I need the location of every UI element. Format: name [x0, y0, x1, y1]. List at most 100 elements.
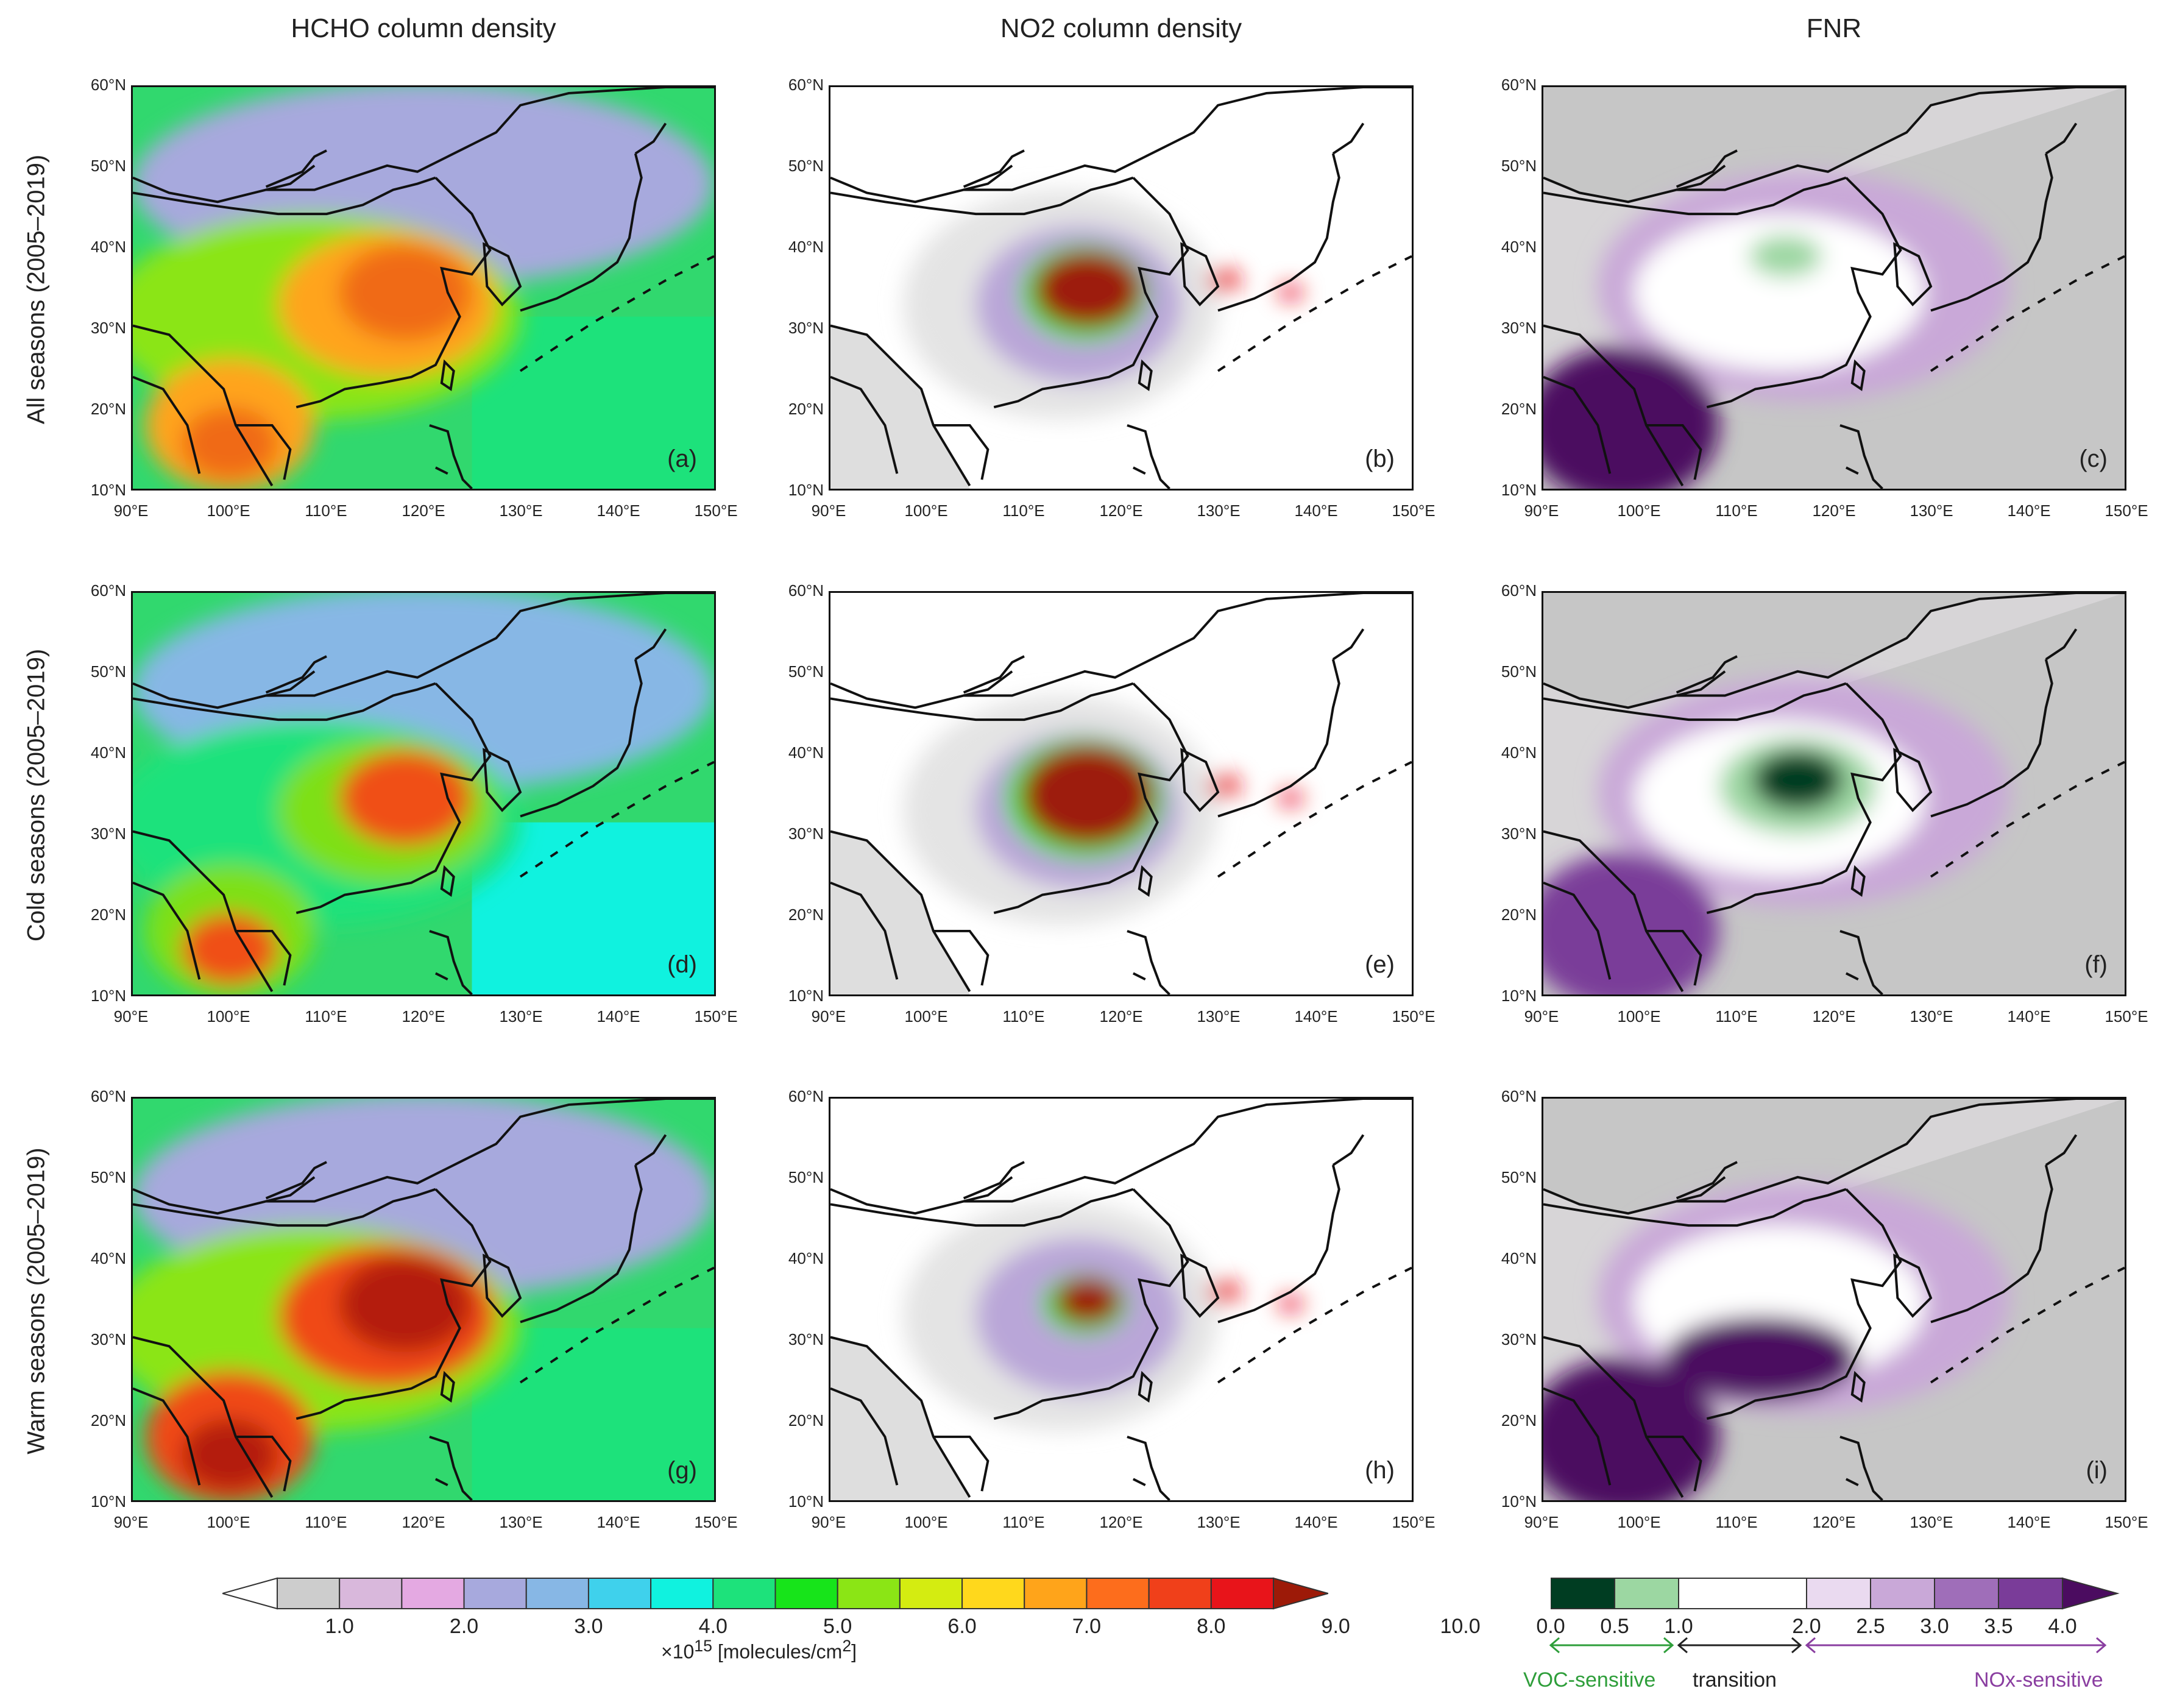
row-title-cold: Cold seasons (2005–2019): [23, 648, 50, 942]
x-tick-label: 110°E: [1715, 501, 1758, 520]
field-blob: [1278, 791, 1303, 806]
coastline: [1217, 122, 1365, 312]
coastline: [1543, 1188, 1847, 1227]
y-tick-label: 30°N: [1501, 1330, 1537, 1348]
coastline: [1138, 865, 1153, 897]
boundary-dashed: [1217, 1266, 1412, 1384]
coastline: [1930, 628, 2078, 818]
coastline: [133, 1099, 714, 1215]
coastline: [1676, 1161, 1738, 1203]
colorbar-segment: [774, 1578, 838, 1609]
x-tick-label: 140°E: [597, 1513, 640, 1531]
y-tick-label: 10°N: [90, 987, 126, 1005]
x-tick-label: 140°E: [1294, 501, 1338, 520]
units-sup: 2: [842, 1637, 852, 1655]
colorbar-segment: [1934, 1578, 1999, 1609]
y-tick-label: 50°N: [90, 1168, 126, 1186]
x-tick-label: 130°E: [1910, 1513, 1953, 1531]
panel-label: (h): [1365, 1457, 1395, 1484]
coastline: [993, 682, 1189, 915]
x-tick-label: 90°E: [113, 1513, 149, 1531]
field-blob: [1543, 347, 1719, 489]
field-blob: [1208, 1281, 1240, 1303]
x-tick-label: 100°E: [904, 1007, 948, 1026]
map-panel: (f): [1542, 591, 2126, 996]
x-tick-label: 110°E: [1002, 1007, 1045, 1026]
y-tick-label: 60°N: [788, 581, 824, 600]
coastline: [1850, 1370, 1866, 1403]
y-tick-label: 10°N: [1501, 1492, 1537, 1511]
colorbar-fnr: [1551, 1577, 2120, 1610]
x-tick-label: 120°E: [402, 501, 445, 520]
regime-arrows: [1549, 1637, 2107, 1654]
colorbar-segment: [525, 1578, 589, 1609]
regime-transition-label: transition: [1693, 1668, 1777, 1692]
y-tick-label: 30°N: [788, 1330, 824, 1348]
coastline: [993, 177, 1189, 409]
x-tick-label: 90°E: [811, 1513, 846, 1531]
coastline: [1706, 1188, 1902, 1420]
x-tick-label: 90°E: [113, 1007, 149, 1026]
map-field: [830, 593, 1412, 994]
field-blob: [1208, 775, 1240, 797]
colorbar-arrow-high: [1273, 1577, 1328, 1610]
y-tick-label: 30°N: [788, 319, 824, 337]
x-tick-label: 110°E: [1715, 1007, 1758, 1026]
colorbar-fnr-tick: 1.0: [1664, 1615, 1693, 1638]
panel-label: (g): [667, 1457, 697, 1484]
coastline: [1850, 359, 1866, 391]
coastline: [1839, 1436, 1883, 1500]
panel-label: (b): [1365, 445, 1395, 472]
y-tick-label: 60°N: [788, 76, 824, 94]
x-tick-label: 110°E: [1002, 501, 1045, 520]
y-tick-label: 60°N: [1501, 1087, 1537, 1105]
boundary-dashed: [519, 1266, 714, 1384]
y-tick-label: 20°N: [1501, 400, 1537, 418]
field-blob: [1278, 285, 1303, 300]
x-tick-label: 90°E: [1524, 501, 1559, 520]
panel-label: (i): [2086, 1457, 2108, 1484]
coastline: [133, 176, 436, 216]
y-tick-label: 40°N: [1501, 1249, 1537, 1267]
x-tick-label: 130°E: [499, 501, 543, 520]
x-tick-label: 90°E: [113, 501, 149, 520]
y-tick-label: 20°N: [788, 1411, 824, 1430]
coastline: [429, 1436, 473, 1500]
y-tick-label: 60°N: [90, 1087, 126, 1105]
x-tick-label: 110°E: [305, 1513, 347, 1531]
x-tick-label: 150°E: [2105, 501, 2148, 520]
coastline: [1676, 655, 1738, 697]
map-panel: (g): [131, 1097, 716, 1502]
field-blob: [1749, 235, 1822, 278]
coastline: [440, 359, 455, 391]
field-blob: [338, 749, 472, 847]
coastline: [1127, 930, 1170, 994]
coastline: [830, 830, 989, 993]
coastline: [963, 1161, 1025, 1203]
colorbar-segment: [1086, 1578, 1150, 1609]
x-tick-label: 140°E: [1294, 1513, 1338, 1531]
colorbar-fnr-tick: 3.5: [1984, 1615, 2013, 1638]
coastline: [265, 149, 327, 191]
colorbar-segment: [1024, 1578, 1088, 1609]
y-tick-label: 10°N: [90, 481, 126, 499]
x-tick-label: 140°E: [1294, 1007, 1338, 1026]
x-tick-label: 100°E: [1617, 1513, 1661, 1531]
coastline: [1930, 1134, 2078, 1324]
coastline: [1543, 682, 1847, 721]
col-title-hcho: HCHO column density: [291, 13, 556, 43]
coastline: [1138, 359, 1153, 391]
coastline: [296, 682, 492, 915]
x-tick-label: 150°E: [694, 1513, 738, 1531]
map-field: [830, 1099, 1412, 1500]
x-tick-label: 110°E: [305, 501, 347, 520]
map-panel: (a): [131, 85, 716, 491]
x-tick-label: 140°E: [2007, 1007, 2051, 1026]
map-panel: (c): [1542, 85, 2126, 491]
coastline: [830, 593, 1412, 709]
x-tick-label: 130°E: [1197, 501, 1241, 520]
x-tick-label: 140°E: [597, 501, 640, 520]
units-end: ]: [851, 1640, 857, 1663]
map-field: [1543, 87, 2125, 489]
coastline: [1676, 149, 1738, 191]
